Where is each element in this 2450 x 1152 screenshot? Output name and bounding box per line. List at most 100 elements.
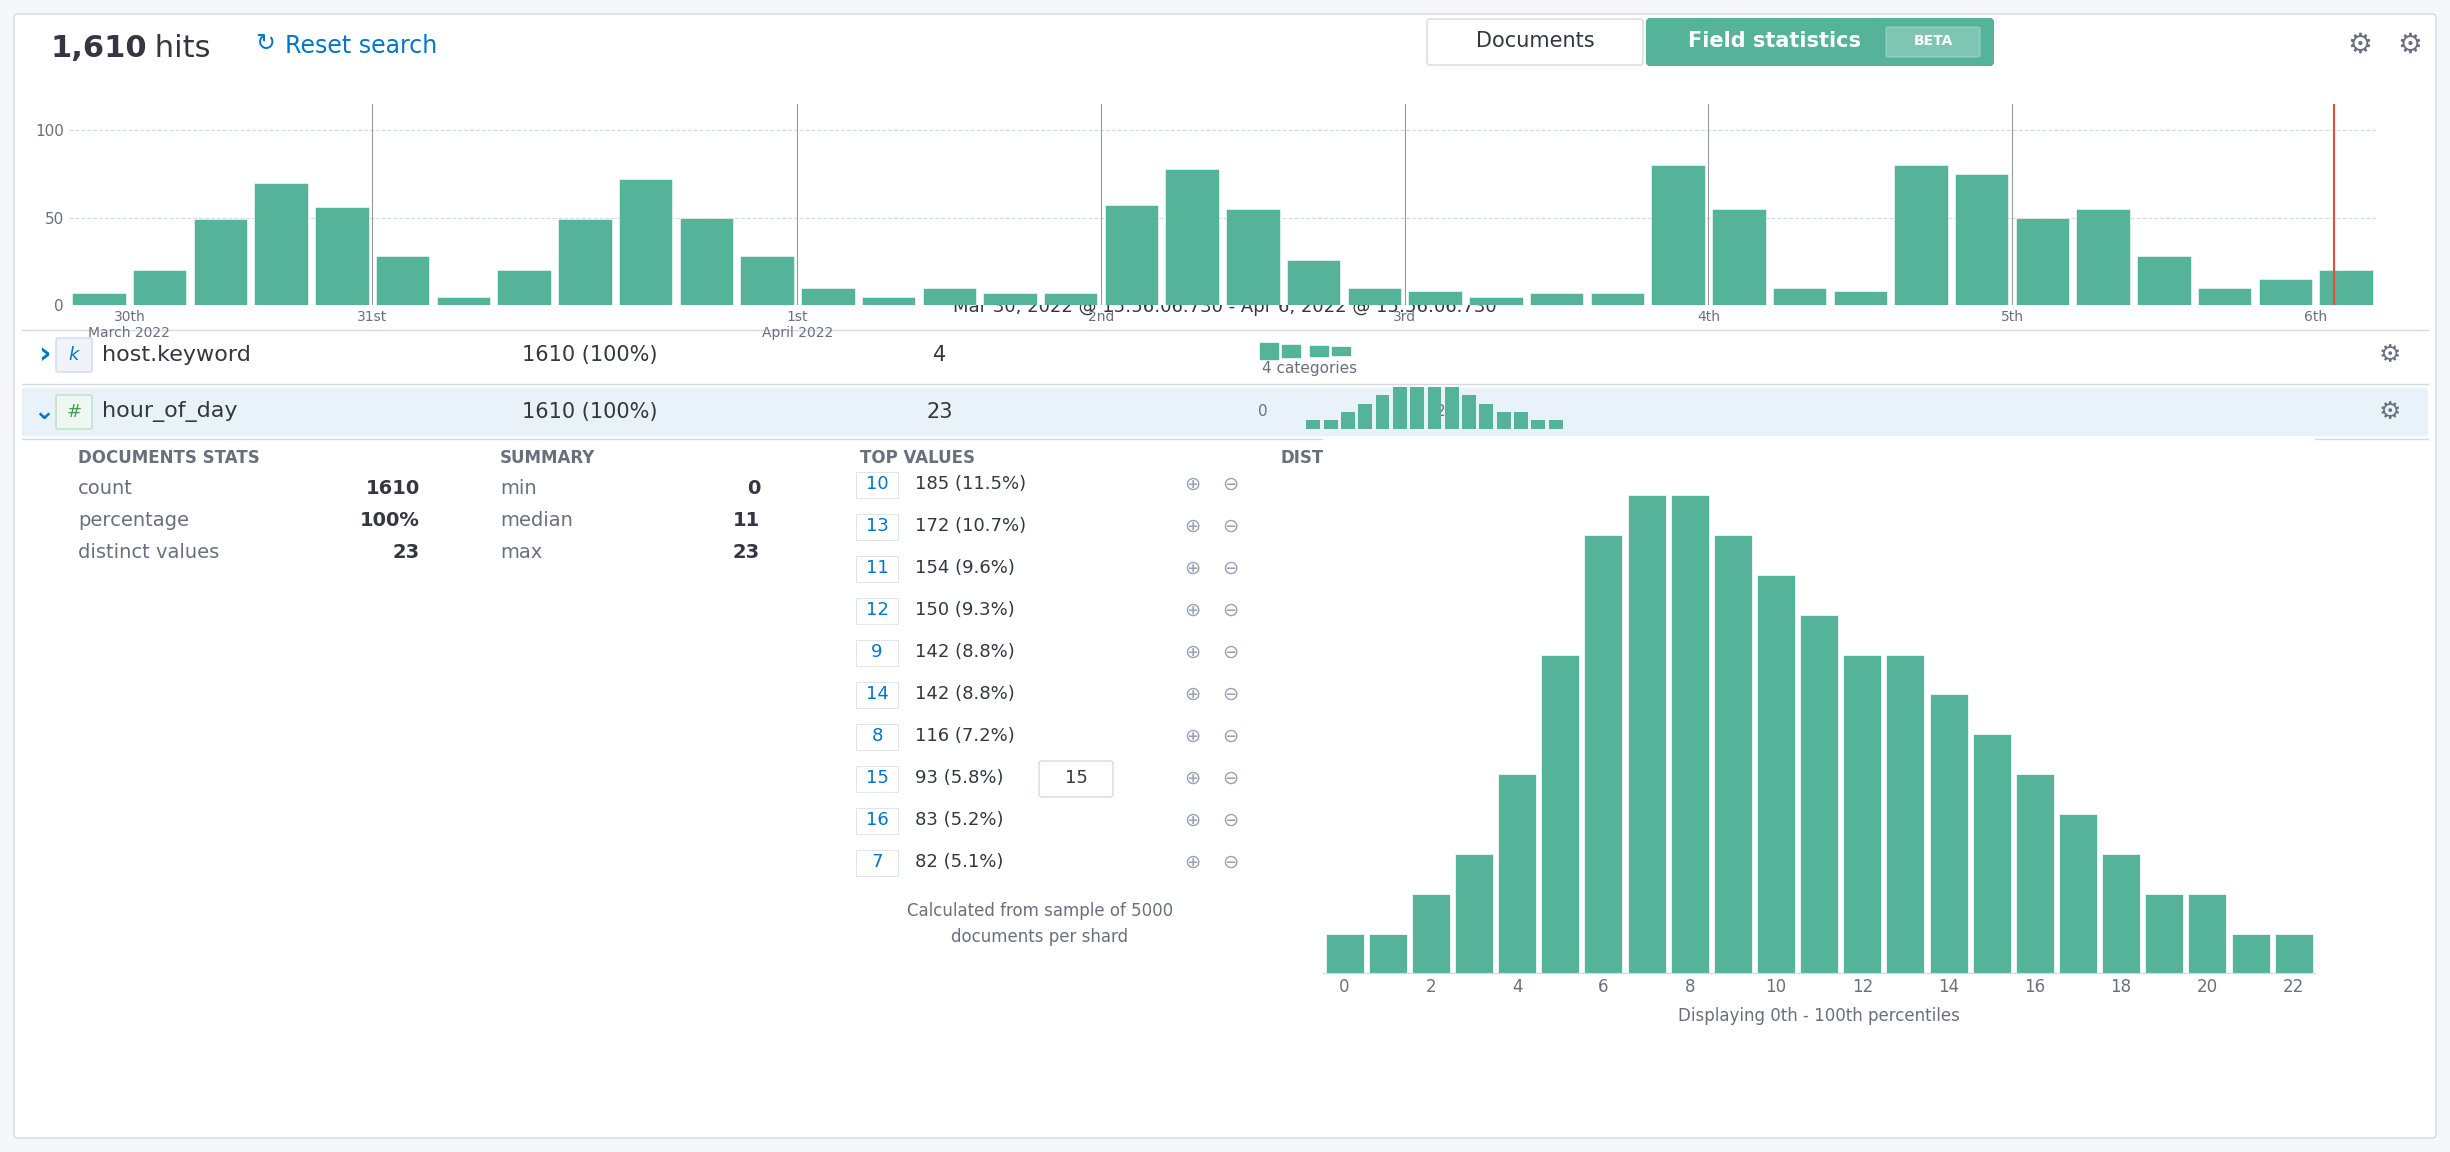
FancyBboxPatch shape (855, 556, 899, 582)
Bar (1590, 293, 1644, 305)
Text: 8: 8 (872, 727, 882, 745)
Text: 116 (7.2%): 116 (7.2%) (914, 727, 1014, 745)
FancyBboxPatch shape (855, 850, 899, 876)
Bar (1671, 495, 1708, 973)
Text: ⊕: ⊕ (1183, 727, 1200, 745)
Text: ↻: ↻ (255, 31, 274, 55)
Bar (1480, 403, 1494, 429)
Bar (982, 293, 1036, 305)
Text: 154 (9.6%): 154 (9.6%) (914, 559, 1014, 577)
Text: 13: 13 (865, 517, 889, 535)
Text: 1,610: 1,610 (49, 35, 147, 63)
Text: Mar 30, 2022 @ 15:56:06.730 - Apr 6, 2022 @ 15:56:06.730: Mar 30, 2022 @ 15:56:06.730 - Apr 6, 202… (953, 298, 1497, 316)
FancyBboxPatch shape (855, 641, 899, 666)
Text: ⊖: ⊖ (1223, 811, 1237, 829)
Bar (1455, 854, 1492, 973)
Text: Field statistics: Field statistics (1688, 31, 1862, 51)
Text: ⊕: ⊕ (1183, 643, 1200, 661)
Text: ⚙: ⚙ (2379, 343, 2401, 367)
Text: 11: 11 (865, 559, 889, 577)
Bar (1842, 654, 1882, 973)
Text: 16: 16 (865, 811, 889, 829)
Bar (924, 288, 975, 305)
Bar (497, 271, 551, 305)
Bar (1470, 296, 1521, 305)
Text: hour_of_day: hour_of_day (103, 402, 238, 423)
Bar (559, 219, 612, 305)
Bar (620, 179, 671, 305)
Text: hits: hits (145, 35, 211, 63)
Text: ⌄: ⌄ (34, 400, 54, 424)
Text: DISTRIBUTION: DISTRIBUTION (1279, 449, 1414, 467)
Bar (1585, 535, 1622, 973)
Bar (1044, 293, 1098, 305)
Text: ⊕: ⊕ (1183, 600, 1200, 620)
FancyBboxPatch shape (855, 766, 899, 793)
Text: ⊕: ⊕ (1183, 559, 1200, 577)
Bar (1259, 343, 1279, 359)
Bar (2078, 209, 2129, 305)
Text: ⊖: ⊖ (1223, 516, 1237, 536)
Text: 172 (10.7%): 172 (10.7%) (914, 517, 1027, 535)
Bar (1374, 395, 1389, 429)
Text: 23: 23 (1436, 404, 1455, 419)
Text: 4 categories: 4 categories (1262, 362, 1357, 377)
Bar (1281, 344, 1301, 357)
Bar (2198, 288, 2252, 305)
FancyBboxPatch shape (855, 808, 899, 834)
Bar (1886, 654, 1923, 973)
Bar (1715, 535, 1752, 973)
Text: ⚙: ⚙ (2347, 31, 2372, 59)
Text: ⊖: ⊖ (1223, 475, 1237, 493)
Bar (1801, 615, 1838, 973)
Text: Calculated from sample of 5000
documents per shard: Calculated from sample of 5000 documents… (906, 902, 1174, 946)
Text: 12: 12 (865, 601, 889, 619)
Text: SUMMARY: SUMMARY (500, 449, 595, 467)
Bar (1166, 168, 1220, 305)
FancyBboxPatch shape (22, 388, 2428, 435)
Bar (2259, 279, 2313, 305)
Text: 9: 9 (872, 643, 882, 661)
Text: 83 (5.2%): 83 (5.2%) (914, 811, 1004, 829)
Bar (1497, 412, 1512, 429)
Text: 0: 0 (1257, 404, 1267, 419)
Bar (1105, 205, 1159, 305)
Text: 7: 7 (872, 852, 882, 871)
Text: 100%: 100% (360, 510, 419, 530)
Bar (2016, 218, 2070, 305)
Text: k: k (69, 346, 78, 364)
Bar (1497, 774, 1536, 973)
Text: 82 (5.1%): 82 (5.1%) (914, 852, 1004, 871)
Text: ⊕: ⊕ (1183, 811, 1200, 829)
Bar (436, 296, 490, 305)
Bar (1972, 734, 2011, 973)
Text: Reset search: Reset search (284, 35, 436, 58)
X-axis label: Displaying 0th - 100th percentiles: Displaying 0th - 100th percentiles (1678, 1007, 1960, 1025)
FancyBboxPatch shape (1646, 18, 1992, 65)
Text: ⊖: ⊖ (1223, 852, 1237, 872)
Text: Documents: Documents (1475, 31, 1595, 51)
FancyBboxPatch shape (56, 338, 93, 372)
Text: ⊖: ⊖ (1223, 684, 1237, 704)
Bar (2232, 933, 2269, 973)
Bar (1541, 654, 1580, 973)
Bar (2136, 256, 2190, 305)
FancyBboxPatch shape (56, 395, 93, 429)
Text: max: max (500, 543, 541, 561)
Text: ⊕: ⊕ (1183, 516, 1200, 536)
Text: 11: 11 (733, 510, 760, 530)
Text: percentage: percentage (78, 510, 189, 530)
Text: DOCUMENTS STATS: DOCUMENTS STATS (78, 449, 260, 467)
Bar (1463, 395, 1475, 429)
Bar (1531, 420, 1546, 429)
Bar (801, 288, 855, 305)
Bar (862, 296, 916, 305)
Bar (1325, 933, 1365, 973)
Bar (2274, 933, 2313, 973)
Bar (740, 256, 794, 305)
Bar (1348, 288, 1401, 305)
Bar (1333, 347, 1350, 355)
Bar (316, 207, 368, 305)
Bar (255, 182, 309, 305)
Text: 1610 (100%): 1610 (100%) (522, 402, 657, 422)
